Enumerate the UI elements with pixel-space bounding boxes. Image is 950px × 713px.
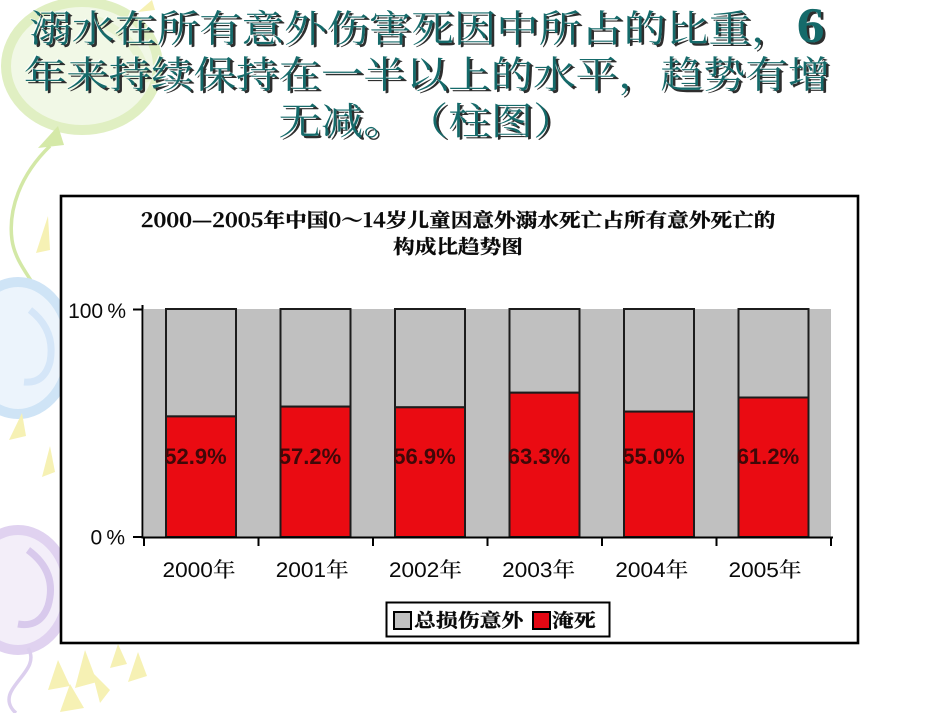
svg-text:100 %: 100 % — [68, 300, 126, 323]
svg-text:63.3%: 63.3% — [508, 444, 570, 469]
svg-text:56.9%: 56.9% — [393, 444, 455, 469]
svg-text:0 %: 0 % — [90, 527, 125, 550]
svg-text:52.9%: 52.9% — [164, 444, 226, 469]
svg-text:57.2%: 57.2% — [279, 444, 341, 469]
svg-text:55.0%: 55.0% — [622, 444, 684, 469]
svg-text:61.2%: 61.2% — [737, 444, 799, 469]
